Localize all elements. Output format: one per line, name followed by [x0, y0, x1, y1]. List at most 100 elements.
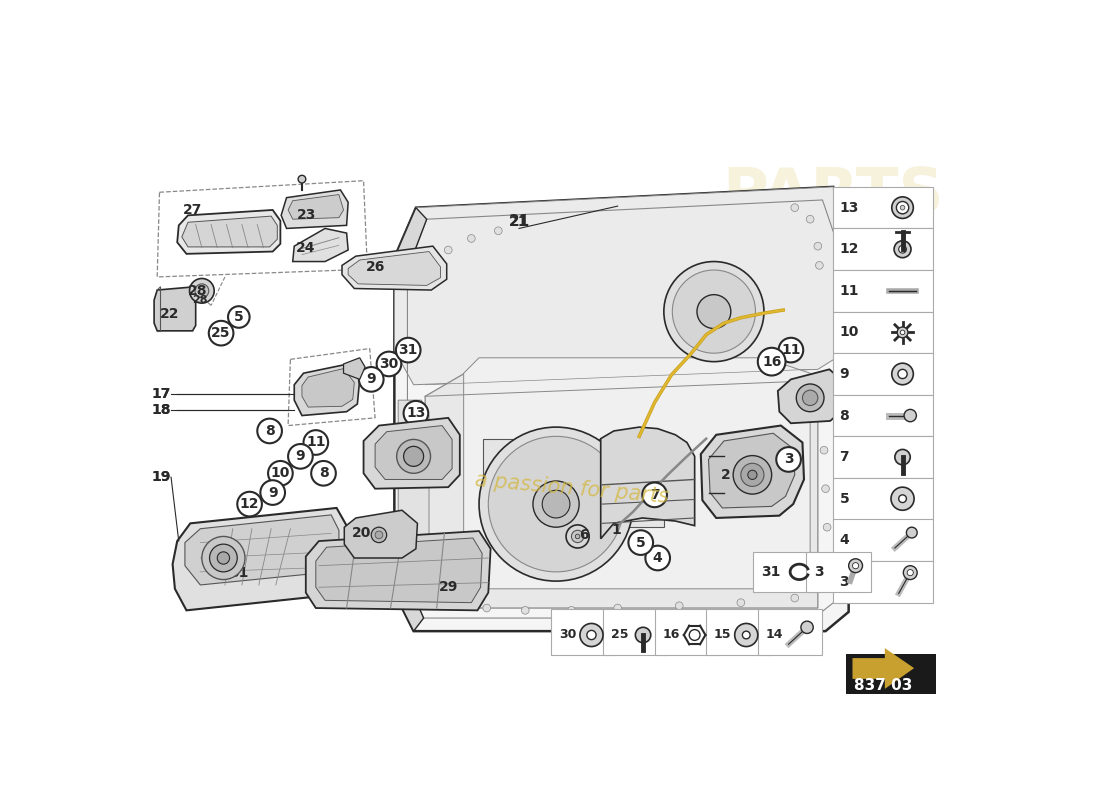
Bar — [758, 609, 823, 655]
Circle shape — [748, 470, 757, 479]
Text: 19: 19 — [152, 470, 170, 484]
Bar — [551, 609, 616, 655]
Text: 22: 22 — [160, 307, 179, 321]
Circle shape — [614, 604, 622, 612]
Circle shape — [288, 444, 312, 469]
Polygon shape — [701, 426, 804, 518]
Circle shape — [903, 566, 917, 579]
Circle shape — [817, 377, 825, 385]
Circle shape — [202, 537, 245, 579]
Text: 7: 7 — [650, 488, 659, 502]
Polygon shape — [342, 246, 447, 290]
Circle shape — [908, 570, 913, 576]
Text: 19: 19 — [152, 470, 170, 484]
Circle shape — [806, 215, 814, 223]
Text: 13: 13 — [406, 406, 426, 420]
Circle shape — [791, 204, 799, 211]
Text: 4: 4 — [839, 534, 849, 547]
Text: 25: 25 — [610, 629, 628, 642]
Circle shape — [257, 418, 282, 443]
Polygon shape — [185, 515, 339, 585]
Text: 18: 18 — [152, 403, 170, 417]
Text: 5: 5 — [839, 492, 849, 506]
Text: 5: 5 — [636, 536, 646, 550]
Circle shape — [396, 338, 420, 362]
Text: 31: 31 — [398, 343, 418, 357]
Text: 8: 8 — [319, 466, 329, 480]
Circle shape — [690, 630, 700, 640]
Circle shape — [900, 330, 905, 334]
Circle shape — [580, 623, 603, 646]
Circle shape — [397, 439, 430, 474]
Polygon shape — [375, 426, 452, 479]
Bar — [834, 394, 933, 436]
Text: 29: 29 — [439, 580, 458, 594]
Text: 2: 2 — [720, 468, 730, 482]
Circle shape — [823, 523, 830, 531]
Text: 21: 21 — [509, 214, 529, 229]
Polygon shape — [395, 208, 427, 270]
Circle shape — [587, 630, 596, 640]
Circle shape — [821, 446, 828, 454]
Circle shape — [568, 606, 575, 614]
Text: PARTS: PARTS — [723, 166, 944, 226]
Circle shape — [359, 367, 384, 392]
Text: 11: 11 — [306, 435, 326, 450]
Bar — [806, 552, 871, 592]
Circle shape — [900, 206, 905, 210]
Circle shape — [892, 197, 913, 218]
Text: 9: 9 — [296, 450, 305, 463]
Circle shape — [468, 234, 475, 242]
Bar — [754, 552, 817, 592]
Bar — [834, 187, 933, 229]
Bar — [834, 270, 933, 311]
Text: 9: 9 — [366, 372, 376, 386]
Text: 4: 4 — [652, 551, 662, 565]
Circle shape — [444, 597, 452, 604]
Circle shape — [733, 455, 772, 494]
Circle shape — [791, 594, 799, 602]
Circle shape — [895, 450, 911, 465]
Polygon shape — [395, 187, 836, 385]
Circle shape — [311, 461, 336, 486]
Text: 27: 27 — [183, 203, 202, 217]
Circle shape — [375, 531, 383, 538]
Circle shape — [777, 447, 801, 472]
Text: 7: 7 — [839, 450, 849, 464]
Circle shape — [822, 485, 829, 493]
Circle shape — [444, 246, 452, 254]
Circle shape — [675, 602, 683, 610]
Polygon shape — [778, 370, 843, 423]
Circle shape — [572, 530, 584, 542]
Circle shape — [404, 401, 428, 426]
Polygon shape — [288, 194, 343, 219]
Text: 16: 16 — [662, 629, 680, 642]
Circle shape — [376, 352, 402, 376]
Polygon shape — [177, 210, 280, 254]
Circle shape — [636, 627, 651, 642]
Polygon shape — [363, 418, 460, 489]
Bar — [654, 609, 719, 655]
Text: 26: 26 — [365, 260, 385, 274]
Circle shape — [737, 599, 745, 606]
Bar — [603, 609, 668, 655]
Circle shape — [899, 246, 906, 253]
Circle shape — [815, 581, 823, 589]
Circle shape — [268, 461, 293, 486]
Circle shape — [478, 427, 634, 581]
Text: 25: 25 — [211, 326, 231, 340]
Circle shape — [575, 534, 580, 538]
Circle shape — [218, 552, 230, 564]
Circle shape — [899, 495, 906, 502]
Polygon shape — [852, 648, 914, 689]
Bar — [834, 519, 933, 561]
Text: 9: 9 — [839, 367, 849, 381]
Circle shape — [898, 370, 907, 378]
Circle shape — [815, 262, 823, 270]
Circle shape — [741, 463, 763, 486]
Circle shape — [238, 492, 262, 517]
Polygon shape — [601, 427, 695, 538]
Polygon shape — [306, 531, 491, 610]
Polygon shape — [425, 370, 818, 608]
Text: 11: 11 — [839, 284, 859, 298]
